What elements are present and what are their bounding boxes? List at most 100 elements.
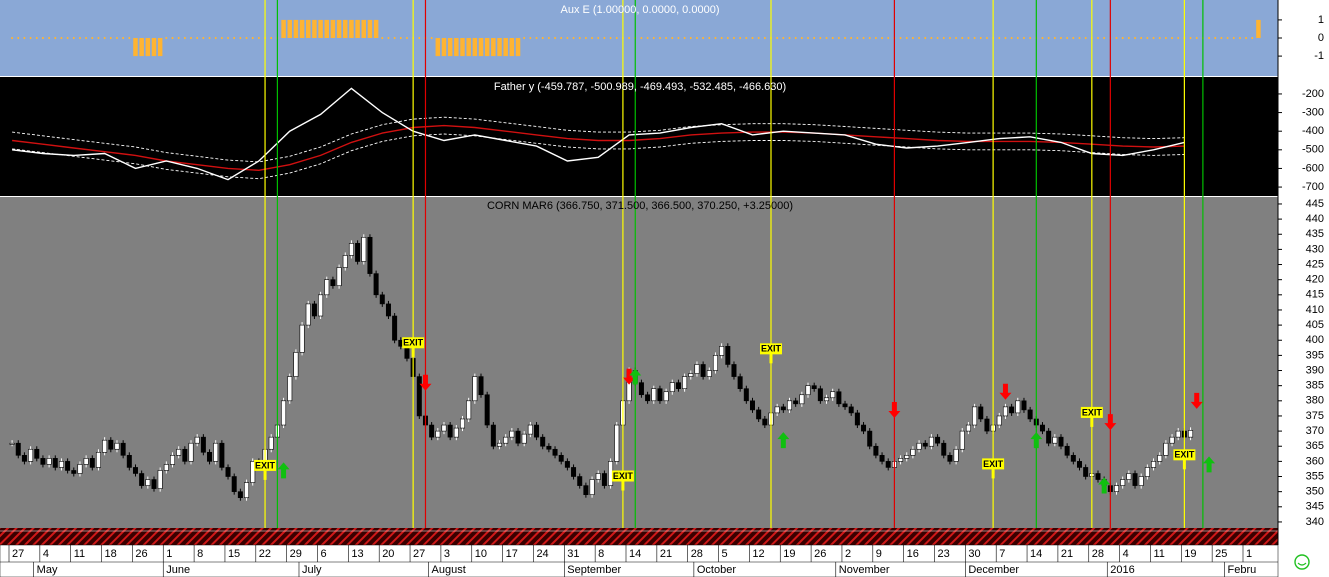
candle-body xyxy=(71,470,77,474)
aux-bar xyxy=(60,37,63,39)
signal-arrow xyxy=(1203,456,1216,473)
x-tick-label: 8 xyxy=(598,548,604,560)
signal-arrow xyxy=(1190,392,1203,409)
aux-bar xyxy=(1078,37,1081,39)
candle-body xyxy=(558,455,564,462)
aux-bar xyxy=(1054,37,1056,39)
candle-body xyxy=(571,467,577,477)
x-tick-label: 11 xyxy=(1153,548,1164,560)
candle-body xyxy=(89,458,95,468)
candle-body xyxy=(861,424,867,432)
aux-bar xyxy=(801,37,803,39)
aux-bar xyxy=(497,38,502,57)
aux-bar xyxy=(603,37,606,39)
aux-bar xyxy=(251,37,254,39)
candle-body xyxy=(34,448,40,459)
price-panel xyxy=(0,197,1278,528)
candle-body xyxy=(15,442,21,456)
aux-bar xyxy=(122,37,124,39)
candle-body xyxy=(935,436,941,444)
aux-bar xyxy=(233,37,236,39)
aux-bar xyxy=(1214,37,1217,39)
aux-bar xyxy=(727,37,729,39)
exit-label: EXIT xyxy=(255,460,276,470)
candle-body xyxy=(268,436,274,450)
candle-body xyxy=(521,433,527,444)
candle-body xyxy=(1114,485,1120,492)
father-line xyxy=(12,124,1185,172)
signal-arrow xyxy=(888,401,901,418)
candle-body xyxy=(996,415,1002,426)
aux-bar xyxy=(739,37,741,39)
candle-body xyxy=(1188,430,1194,438)
aux-bar xyxy=(566,37,569,39)
aux-bar xyxy=(23,37,26,39)
candle-body xyxy=(534,424,540,438)
y-tick-label: 370 xyxy=(1306,425,1324,437)
exit-box xyxy=(611,470,634,482)
candle-body xyxy=(1157,455,1163,462)
candle-body xyxy=(453,427,459,438)
aux-bar xyxy=(1072,37,1075,39)
aux-bar xyxy=(72,37,75,39)
y-tick-label: 365 xyxy=(1306,440,1324,452)
aux-bar xyxy=(196,37,198,39)
candle-body xyxy=(1064,445,1070,456)
aux-bar xyxy=(299,19,305,38)
candle-body xyxy=(799,394,805,405)
candle-body xyxy=(1151,461,1157,468)
aux-bar xyxy=(430,37,433,39)
aux-bar xyxy=(862,37,865,39)
candle-body xyxy=(540,436,546,447)
aux-bar xyxy=(367,19,373,38)
aux-bar xyxy=(535,37,538,39)
signal-arrow xyxy=(777,432,790,449)
aux-bar xyxy=(85,37,87,39)
month-label: July xyxy=(302,564,322,576)
aux-bar xyxy=(899,37,902,39)
candle-body xyxy=(601,473,607,486)
aux-bar xyxy=(628,37,630,39)
aux-bar xyxy=(652,37,655,39)
candle-body xyxy=(416,376,422,417)
aux-bar xyxy=(151,38,157,57)
aux-bar xyxy=(1029,37,1031,39)
candle-body xyxy=(244,482,250,499)
aux-bar xyxy=(336,19,342,38)
month-label: 2016 xyxy=(1110,564,1134,576)
candle-body xyxy=(231,476,237,492)
candle-body xyxy=(287,376,293,402)
aux-bar xyxy=(305,19,311,38)
aux-bar xyxy=(258,37,260,39)
aux-bar xyxy=(640,37,643,39)
candle-body xyxy=(126,455,132,468)
aux-bar xyxy=(214,37,217,39)
aux-bar xyxy=(441,38,447,57)
candle-body xyxy=(805,385,811,396)
x-tick-label: 5 xyxy=(722,548,728,560)
candle-body xyxy=(922,442,928,447)
candle-body xyxy=(490,424,496,447)
candle-body xyxy=(811,385,817,389)
aux-bar xyxy=(1047,37,1050,39)
x-tick-label: 24 xyxy=(536,548,548,560)
y-tick-label: -500 xyxy=(1302,144,1324,156)
candle-body xyxy=(645,394,651,402)
candle-body xyxy=(867,430,873,447)
aux-bar xyxy=(1152,37,1155,39)
signal-strip xyxy=(0,528,1278,545)
exit-label: EXIT xyxy=(983,459,1004,469)
candle-body xyxy=(157,470,163,489)
candle-body xyxy=(108,439,114,450)
y-tick-label: 375 xyxy=(1306,410,1324,422)
candle-body xyxy=(441,424,447,432)
candle-body xyxy=(139,473,145,486)
aux-bar xyxy=(572,37,575,39)
aux-bar xyxy=(472,38,478,57)
aux-bar xyxy=(435,38,441,57)
aux-bar xyxy=(133,38,138,57)
candle-body xyxy=(972,406,978,426)
aux-bar xyxy=(819,37,822,39)
aux-bar xyxy=(646,37,649,39)
candle-body xyxy=(743,388,749,402)
